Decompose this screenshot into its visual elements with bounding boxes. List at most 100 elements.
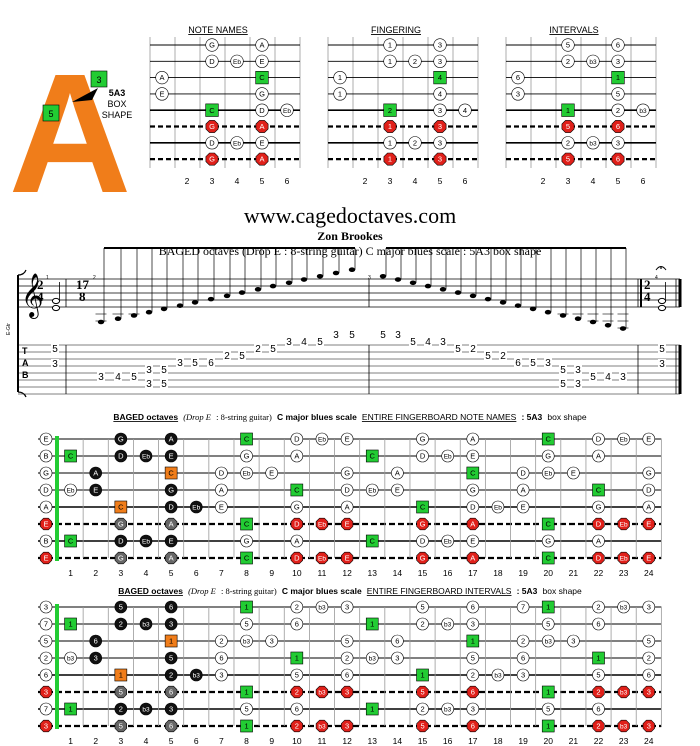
board1-note-label: G bbox=[420, 554, 426, 563]
board2-note-label: 5 bbox=[647, 637, 651, 646]
board2-note-marker bbox=[466, 651, 480, 665]
board2-note-label: b3 bbox=[318, 724, 326, 731]
intervals-diagram-title: INTERVALS bbox=[549, 25, 598, 35]
board1-note-label: E bbox=[521, 503, 526, 512]
tab-number-bg bbox=[439, 337, 447, 346]
names-diagram-title: NOTE NAMES bbox=[188, 25, 248, 35]
fingering-note-marker bbox=[408, 136, 422, 150]
board1-note-label: E bbox=[470, 452, 475, 461]
names-note-marker bbox=[255, 38, 269, 52]
names-note-marker bbox=[205, 136, 219, 150]
intervals-note-label: 5 bbox=[566, 41, 570, 50]
time-sig-start-top: 2 bbox=[37, 277, 44, 292]
tab-number-bg bbox=[529, 358, 537, 367]
board1-open-label: B bbox=[43, 452, 48, 461]
board2-note-marker bbox=[240, 719, 253, 733]
board1-note-marker bbox=[365, 483, 379, 497]
board2-note-label: 1 bbox=[471, 637, 475, 646]
board2-note-marker bbox=[290, 651, 304, 665]
fingering-note-label: 4 bbox=[438, 90, 442, 99]
board1-note-marker bbox=[391, 466, 404, 480]
board1-note-label: E bbox=[470, 537, 475, 546]
fret-label: 24 bbox=[644, 736, 654, 746]
board2-note-label: 5 bbox=[596, 671, 600, 680]
fret-label: 18 bbox=[493, 736, 503, 746]
board1-note-marker bbox=[642, 551, 655, 565]
board1-caption-a: BAGED octaves bbox=[113, 412, 178, 422]
names-note-marker bbox=[230, 136, 244, 150]
fret-label: 16 bbox=[443, 736, 453, 746]
fret-label: 23 bbox=[619, 736, 629, 746]
board2-note-marker bbox=[567, 634, 580, 648]
fingering-diagram: 1 3 1 2 3 1 4 1 4 2 3 4 1 3 1 2 3 1 3 2 3 4 5 6 bbox=[327, 37, 479, 186]
board2-note-marker bbox=[290, 668, 304, 682]
tab-number-bg bbox=[238, 351, 246, 360]
intervals-note-marker bbox=[511, 87, 525, 101]
logo-box-left bbox=[42, 104, 60, 122]
board1-note-label: C bbox=[546, 554, 552, 563]
fret-label: 22 bbox=[594, 568, 604, 578]
tab-number-bg bbox=[114, 372, 122, 381]
fingering-note-marker bbox=[433, 136, 447, 150]
board1-note-marker bbox=[215, 500, 228, 514]
tab-letter-b: B bbox=[22, 370, 29, 380]
fingering-note-marker bbox=[433, 54, 447, 68]
board2-note-label: 3 bbox=[471, 705, 475, 714]
board1-note-label: D bbox=[596, 554, 602, 563]
board2-note-marker bbox=[164, 668, 178, 682]
board2-note-marker bbox=[416, 668, 429, 682]
board1-note-marker bbox=[567, 466, 580, 480]
note-head bbox=[145, 309, 153, 315]
board1-note-marker bbox=[89, 483, 103, 497]
board1-caption-e: ENTIRE FINGERBOARD NOTE NAMES bbox=[362, 412, 517, 422]
board2-note-marker bbox=[290, 702, 304, 716]
board2-note-marker bbox=[516, 600, 530, 614]
board1-note-marker bbox=[340, 466, 354, 480]
note-head bbox=[160, 306, 168, 312]
board1-note-label: G bbox=[545, 537, 551, 546]
board1-note-marker bbox=[290, 432, 304, 446]
tab-number-bg bbox=[130, 372, 138, 381]
fret-label: 12 bbox=[342, 736, 352, 746]
board2-open-marker bbox=[39, 617, 53, 631]
tab-number-bg bbox=[348, 330, 356, 339]
names-note-label: A bbox=[259, 122, 264, 131]
names-note-label: D bbox=[209, 57, 215, 66]
tab-number-bg bbox=[97, 372, 105, 381]
board1-note-marker bbox=[114, 517, 127, 531]
board1-note-label: G bbox=[118, 520, 124, 529]
fingering-note-marker bbox=[408, 54, 422, 68]
board2-note-marker bbox=[466, 719, 479, 733]
board2-note-label: 6 bbox=[395, 637, 399, 646]
board2-note-label: 3 bbox=[471, 620, 475, 629]
intervals-note-label: 6 bbox=[616, 122, 620, 131]
fingering-note-label: 3 bbox=[438, 155, 442, 164]
tab-number-bg bbox=[604, 372, 612, 381]
fret-label: 4 bbox=[144, 568, 149, 578]
page-subtitle: BAGED octaves (Drop E : 8-string guitar)… bbox=[158, 244, 542, 258]
board1-note-label: D bbox=[43, 486, 49, 495]
board1-note-marker bbox=[165, 517, 178, 531]
fingering-note-marker bbox=[433, 38, 447, 52]
board2-note-label: 6 bbox=[295, 705, 299, 714]
site-title: www.cagedoctaves.com bbox=[243, 203, 457, 228]
fret-label: 8 bbox=[244, 568, 249, 578]
board1-note-marker bbox=[592, 483, 605, 497]
board2-note-label: 5 bbox=[244, 620, 248, 629]
board1-note-marker bbox=[592, 432, 605, 446]
board1-note-label: A bbox=[294, 452, 299, 461]
board2-note-label: 6 bbox=[647, 671, 651, 680]
board2-note-marker bbox=[114, 617, 128, 631]
names-note-label: D bbox=[209, 138, 215, 147]
board1-note-marker bbox=[290, 500, 304, 514]
board2-note-marker bbox=[315, 719, 329, 733]
names-note-label: G bbox=[209, 155, 215, 164]
board1-note-label: A bbox=[93, 469, 98, 478]
fret-label: 11 bbox=[318, 736, 327, 746]
board2-note-marker bbox=[39, 668, 53, 682]
note-head bbox=[130, 313, 138, 318]
board2-note-marker bbox=[391, 651, 404, 665]
board1-note-label: G bbox=[596, 503, 602, 512]
board1-note-marker bbox=[365, 449, 379, 463]
